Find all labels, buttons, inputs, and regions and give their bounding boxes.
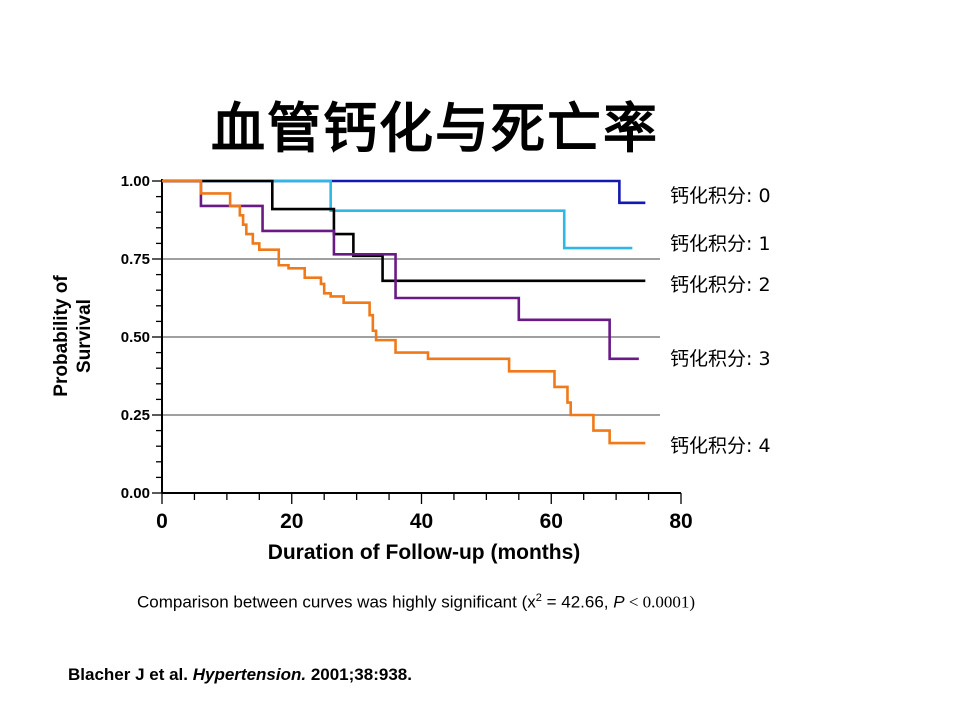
y-axis-label-line1: Probability of [51,275,72,397]
series-label-0: 钙化积分: 0 [670,185,771,207]
significance-note: Comparison between curves was highly sig… [137,592,695,613]
series-labels: 钙化积分: 0 钙化积分: 1 钙化积分: 2 钙化积分: 3 钙化积分: 4 [670,185,771,457]
x-axis-label: Duration of Follow-up (months) [268,541,581,564]
series-label-3: 钙化积分: 3 [670,348,771,370]
series-lines [162,179,646,445]
y-axis-label-line2: Survival [74,299,95,373]
citation-ref: 2001;38:938. [306,665,412,684]
series-line-4 [162,179,646,445]
citation: Blacher J et al. Hypertension. 2001;38:9… [68,665,412,685]
axes: 0.00 0.25 0.50 0.75 1.00 0 20 40 60 80 [121,173,693,533]
note-p: P [613,592,625,612]
note-suffix: < 0.0001) [624,592,696,612]
y-tick-label: 0.25 [121,407,150,424]
x-tick-label: 20 [280,510,303,533]
series-label-2: 钙化积分: 2 [670,274,771,296]
series-label-1: 钙化积分: 1 [670,233,771,255]
x-tick-label: 0 [156,510,168,533]
y-tick-label: 0.75 [121,251,150,268]
y-tick-label: 1.00 [121,173,150,190]
note-prefix: Comparison between curves was highly sig… [137,592,536,612]
series-line-1 [162,179,633,250]
x-tick-label: 40 [410,510,433,533]
citation-journal: Hypertension. [192,665,307,684]
gridlines [162,258,660,416]
y-tick-label: 0.00 [121,485,150,502]
citation-authors: Blacher J et al. [68,665,193,684]
series-line-3 [162,179,639,361]
series-label-4: 钙化积分: 4 [670,435,771,457]
slide-title: 血管钙化与死亡率 [211,97,659,160]
y-tick-label: 0.50 [121,329,150,346]
series-line-0 [162,179,646,205]
x-tick-label: 80 [669,510,692,533]
note-mid: = 42.66, [541,592,614,612]
x-tick-label: 60 [540,510,563,533]
note-sup: 2 [535,592,542,604]
series-line-2 [162,179,646,283]
